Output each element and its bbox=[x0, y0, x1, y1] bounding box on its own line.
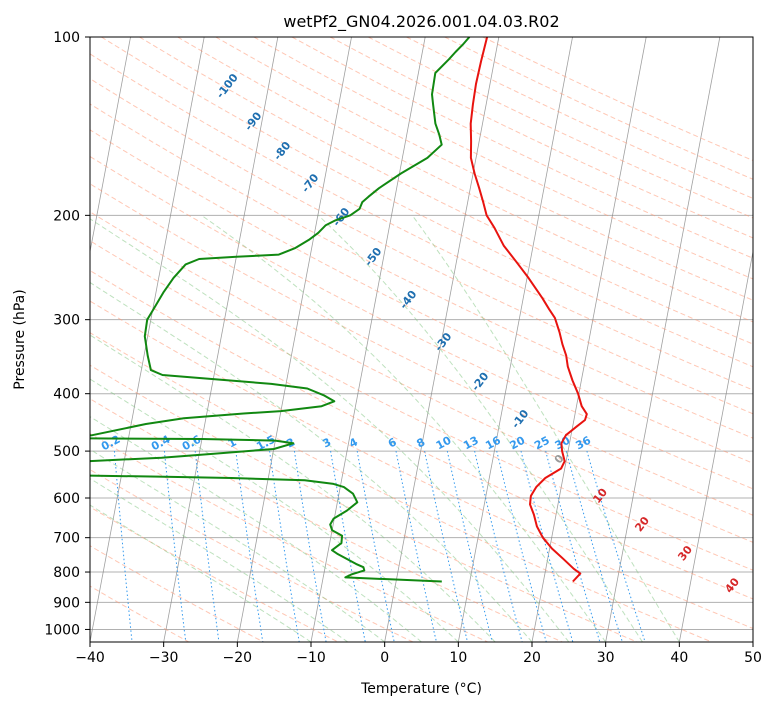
isotherm-line bbox=[90, 37, 131, 254]
moist-adiabat-line bbox=[90, 334, 496, 642]
x-tick-label: −30 bbox=[149, 650, 179, 666]
dry-adiabat-line bbox=[90, 155, 753, 490]
sounding-profiles bbox=[90, 37, 588, 583]
y-tick-label: 1000 bbox=[44, 622, 80, 638]
isotherm-line bbox=[310, 37, 426, 642]
dry-adiabat-line bbox=[90, 433, 488, 642]
dry-adiabat-line bbox=[90, 332, 712, 642]
dry-adiabat-line bbox=[90, 469, 414, 642]
mixing-ratio-label: 36 bbox=[573, 434, 593, 453]
y-tick-label: 900 bbox=[53, 595, 80, 611]
y-axis-label: Pressure (hPa) bbox=[12, 289, 28, 389]
isotherm-line bbox=[531, 37, 647, 642]
dry-adiabat-line bbox=[90, 78, 753, 415]
x-tick-label: 20 bbox=[523, 650, 541, 666]
mixing-ratio-line bbox=[395, 451, 437, 642]
dry-adiabat-line bbox=[90, 364, 638, 642]
dry-adiabat-line bbox=[90, 300, 753, 629]
mixing-ratio-line bbox=[424, 451, 468, 642]
mixing-ratio-line bbox=[269, 451, 300, 642]
dry-adiabat-line bbox=[90, 183, 753, 516]
isotherm-line bbox=[678, 249, 753, 642]
y-tick-label: 800 bbox=[53, 565, 80, 581]
mixing-ratio-line bbox=[446, 450, 493, 642]
y-tick-label: 100 bbox=[53, 30, 80, 46]
mixing-ratio-line bbox=[545, 450, 601, 642]
mixing-ratio-label: 25 bbox=[532, 434, 552, 453]
isotherm-line bbox=[0, 37, 57, 642]
mixing-ratio-line bbox=[235, 451, 264, 642]
y-axis-ticks: 100 200 300 400 500 600 700 800 900 1000 bbox=[44, 30, 90, 638]
dry-adiabat-line bbox=[90, 240, 753, 571]
dry-adiabat-line bbox=[177, 37, 753, 323]
mixing-ratio-line bbox=[474, 450, 523, 642]
mixing-ratio-line bbox=[194, 451, 220, 642]
moist-adiabat-line bbox=[411, 215, 680, 642]
isotherm-line bbox=[90, 37, 205, 642]
mixing-ratio-line bbox=[113, 451, 133, 642]
isotherm-line bbox=[236, 37, 352, 642]
y-tick-label: 300 bbox=[53, 313, 80, 329]
moist-adiabat-line bbox=[317, 214, 643, 642]
mixing-ratio-label: 10 bbox=[434, 434, 454, 453]
chart-title: wetPf2_GN04.2026.001.04.03.R02 bbox=[283, 12, 559, 32]
x-tick-label: 30 bbox=[597, 650, 615, 666]
moist-adiabat-line bbox=[90, 281, 533, 642]
x-tick-label: 50 bbox=[744, 650, 762, 666]
moist-adiabats bbox=[90, 214, 680, 642]
x-tick-label: −20 bbox=[223, 650, 253, 666]
moist-adiabat-line bbox=[90, 416, 422, 642]
dry-adiabat-line bbox=[90, 398, 563, 642]
mixing-ratio-lines bbox=[113, 450, 646, 642]
dry-adiabat-line bbox=[90, 506, 339, 642]
dry-adiabat-line bbox=[90, 269, 753, 600]
y-tick-label: 500 bbox=[53, 444, 80, 460]
isotherm-line bbox=[457, 37, 573, 642]
x-tick-label: 10 bbox=[449, 650, 467, 666]
mixing-ratio-label: 16 bbox=[483, 434, 503, 453]
x-tick-label: −40 bbox=[75, 650, 105, 666]
moist-adiabat-line bbox=[201, 214, 607, 642]
moist-adiabat-line bbox=[90, 504, 312, 642]
mixing-ratio-label: 20 bbox=[508, 434, 528, 453]
isotherm-line bbox=[752, 639, 753, 642]
dry-adiabat-line bbox=[139, 37, 753, 345]
y-tick-label: 200 bbox=[53, 208, 80, 224]
x-tick-label: −10 bbox=[296, 650, 326, 666]
dry-adiabat-line bbox=[90, 129, 753, 464]
dry-adiabat-line bbox=[90, 545, 264, 642]
mixing-ratio-line bbox=[163, 451, 187, 642]
y-tick-label: 600 bbox=[53, 491, 80, 507]
mixing-ratio-line bbox=[586, 450, 646, 642]
isotherm-line bbox=[163, 37, 279, 642]
x-axis-label: Temperature (°C) bbox=[360, 681, 482, 697]
mixing-ratio-line bbox=[565, 450, 623, 642]
y-tick-label: 400 bbox=[53, 387, 80, 403]
mixing-ratio-line bbox=[496, 450, 547, 642]
moist-adiabat-line bbox=[90, 218, 570, 642]
x-tick-label: 40 bbox=[670, 650, 688, 666]
mixing-ratio-label: 13 bbox=[461, 434, 481, 453]
y-tick-label: 700 bbox=[53, 531, 80, 547]
mixing-ratio-line bbox=[356, 451, 395, 642]
moist-adiabat-line bbox=[90, 478, 349, 642]
temperature-profile-line bbox=[469, 37, 588, 583]
plot-frame bbox=[89, 36, 754, 643]
x-tick-label: 0 bbox=[380, 650, 389, 666]
dry-adiabats bbox=[90, 37, 753, 642]
x-axis-ticks: −40 −30 −20 −10 0 10 20 30 40 50 bbox=[75, 642, 762, 666]
dewpoint-profile-line bbox=[90, 37, 471, 583]
dry-adiabat-line bbox=[90, 53, 753, 391]
isotherm-line bbox=[384, 37, 500, 642]
